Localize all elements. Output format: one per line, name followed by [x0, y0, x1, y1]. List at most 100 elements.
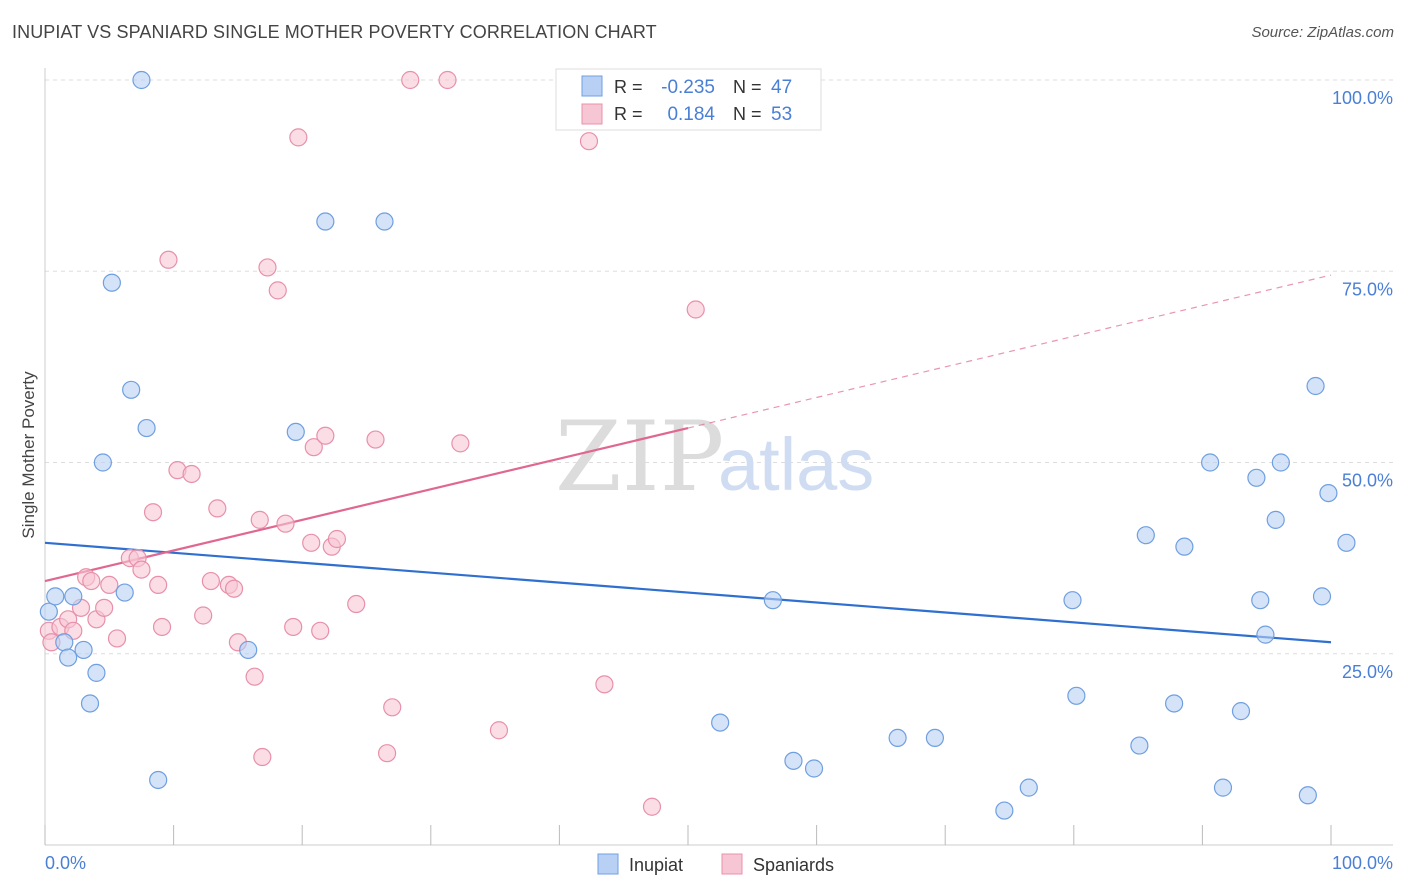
watermark-atlas: atlas — [718, 423, 874, 506]
inupiat-n-label: N = — [733, 77, 762, 97]
spaniards-point — [201, 571, 220, 591]
inupiat-r-label: R = — [614, 77, 643, 97]
inupiat-point — [1256, 625, 1275, 644]
gridlines — [45, 79, 1393, 655]
y-tick-label: 50.0% — [1342, 471, 1393, 491]
inupiat-point — [39, 602, 58, 621]
inupiat-point — [1251, 591, 1270, 610]
y-tick-label: 100.0% — [1332, 88, 1393, 108]
stats-legend: R = -0.235 N = 47 R = 0.184 N = 53 — [555, 68, 822, 131]
inupiat-point — [102, 273, 121, 292]
spaniards-point — [194, 606, 213, 625]
inupiat-point — [1319, 484, 1338, 503]
inupiat-point — [1337, 533, 1356, 552]
x-tick-labels: 0.0% 100.0% — [45, 853, 1393, 873]
spaniards-point — [258, 258, 277, 277]
inupiat-point — [804, 759, 824, 778]
inupiat-point — [1136, 526, 1155, 545]
inupiat-swatch — [581, 75, 603, 97]
spaniards-point — [100, 575, 119, 595]
inupiat-point — [1271, 453, 1290, 472]
spaniards-point — [347, 594, 366, 614]
y-axis-label: Single Mother Poverty — [19, 371, 38, 539]
inupiat-point — [1175, 537, 1194, 556]
spaniards-point — [383, 698, 402, 717]
x-tick-label: 0.0% — [45, 853, 86, 873]
inupiat-point — [1201, 453, 1220, 472]
inupiat-point — [375, 212, 394, 231]
inupiat-point — [93, 453, 112, 472]
inupiat-point — [55, 633, 74, 652]
watermark-zip: ZIP — [555, 401, 724, 513]
inupiat-point — [1130, 736, 1149, 755]
spaniards-point — [107, 629, 127, 648]
spaniards-point — [316, 426, 335, 445]
spaniards-n-value: 53 — [771, 104, 792, 125]
spaniards-point — [159, 250, 178, 269]
spaniards-point — [253, 747, 272, 767]
spaniards-point — [642, 797, 662, 816]
inupiat-point — [74, 640, 93, 660]
inupiat-point — [995, 801, 1014, 820]
spaniards-n-label: N = — [733, 104, 762, 124]
spaniards-point — [268, 281, 287, 300]
inupiat-point — [132, 70, 151, 90]
x-tick-label: 100.0% — [1332, 853, 1393, 873]
inupiat-point — [1019, 778, 1038, 797]
spaniards-point — [245, 667, 264, 686]
spaniards-point — [579, 132, 599, 151]
inupiat-point — [888, 728, 907, 748]
inupiat-point — [1306, 376, 1325, 396]
spaniards-point — [182, 464, 201, 484]
spaniards-point — [250, 510, 269, 529]
spaniards-point — [377, 744, 397, 763]
inupiat-point — [925, 728, 945, 748]
axes — [44, 68, 1393, 846]
spaniards-point — [451, 434, 470, 453]
spaniards-point — [438, 70, 457, 90]
inupiat-point — [46, 587, 65, 606]
inupiat-point — [239, 640, 258, 660]
spaniards-point — [366, 430, 385, 449]
inupiat-point — [1063, 591, 1082, 610]
watermark: ZIP atlas — [555, 401, 874, 513]
inupiat-point — [286, 422, 305, 441]
spaniards-point — [208, 499, 227, 518]
trend-lines — [44, 274, 1332, 644]
inupiat-point — [711, 713, 730, 732]
legend-spaniards-swatch — [721, 853, 743, 875]
inupiat-point — [1213, 778, 1233, 797]
spaniards-point — [284, 617, 303, 637]
spaniards-trend-line — [44, 427, 689, 583]
spaniards-point — [132, 560, 151, 579]
legend-inupiat-swatch — [597, 853, 619, 875]
legend-inupiat-label: Inupiat — [629, 855, 683, 875]
legend-spaniards-label: Spaniards — [753, 855, 834, 875]
spaniards-point — [82, 571, 101, 591]
spaniards-r-value: 0.184 — [667, 104, 715, 125]
spaniards-point — [686, 300, 705, 319]
series-legend: Inupiat Spaniards — [597, 853, 834, 875]
spaniards-trend-extension — [687, 274, 1332, 429]
inupiat-point — [1067, 686, 1086, 705]
spaniards-point — [289, 128, 308, 147]
inupiat-point — [316, 212, 335, 231]
inupiat-point — [1312, 587, 1332, 606]
spaniards-point — [224, 579, 244, 598]
inupiat-point — [1298, 786, 1317, 805]
spaniards-point — [401, 70, 420, 90]
spaniards-point — [276, 514, 295, 533]
inupiat-point — [137, 418, 156, 438]
inupiat-r-value: -0.235 — [661, 77, 715, 98]
spaniards-r-label: R = — [614, 104, 643, 124]
inupiat-point — [87, 663, 106, 682]
spaniards-swatch — [581, 103, 603, 125]
data-points — [39, 70, 1356, 820]
spaniards-point — [95, 598, 114, 617]
inupiat-point — [149, 770, 168, 790]
spaniards-point — [489, 721, 509, 740]
inupiat-point — [784, 751, 803, 770]
spaniards-point — [304, 438, 323, 457]
inupiat-point — [59, 648, 78, 667]
